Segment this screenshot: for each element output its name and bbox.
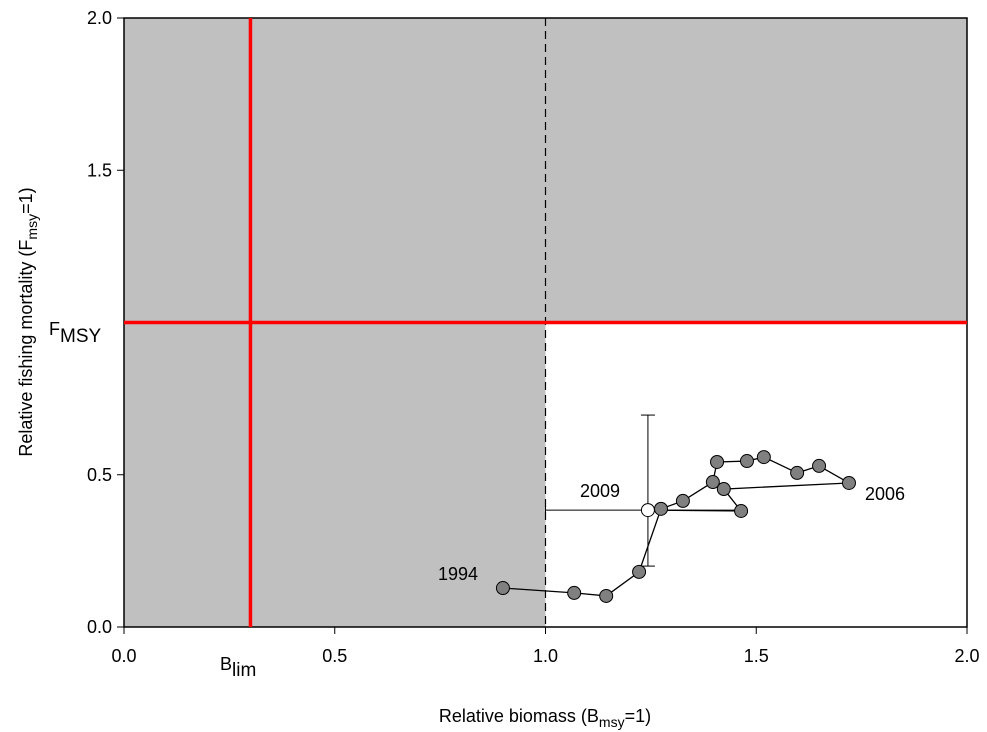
fmsy-label: FMSY bbox=[49, 319, 102, 347]
y-label-text: Relative fishing mortality (F bbox=[16, 240, 36, 457]
year-annotation: 2006 bbox=[865, 484, 905, 504]
point bbox=[567, 585, 582, 600]
point bbox=[756, 450, 771, 465]
x-tick-label: 1.0 bbox=[533, 646, 558, 666]
y-label-sub: msy bbox=[24, 214, 40, 240]
point bbox=[841, 475, 856, 490]
x-tick-label: 1.5 bbox=[744, 646, 769, 666]
blim-text: B bbox=[220, 654, 232, 674]
x-tick-label: 0.5 bbox=[322, 646, 347, 666]
fmsy-text: F bbox=[49, 319, 60, 339]
point bbox=[739, 454, 754, 469]
y-tick-label: 1.5 bbox=[87, 160, 112, 180]
point bbox=[640, 503, 655, 518]
x-label-text: Relative biomass (B bbox=[439, 706, 599, 726]
x-axis-label: Relative biomass (Bmsy=1) bbox=[439, 706, 651, 730]
point bbox=[495, 581, 510, 596]
plot-area bbox=[123, 17, 968, 628]
x-label-end: =1) bbox=[625, 706, 652, 726]
blim-sub: lim bbox=[232, 660, 256, 681]
point bbox=[653, 501, 668, 516]
year-annotation: 1994 bbox=[438, 564, 478, 584]
y-tick-label: 0.0 bbox=[87, 617, 112, 637]
x-tick-label: 0.0 bbox=[111, 646, 136, 666]
point bbox=[812, 458, 827, 473]
point bbox=[734, 503, 749, 518]
y-axis-label: Relative fishing mortality (Fmsy=1) bbox=[16, 187, 40, 456]
y-tick-label: 0.5 bbox=[87, 465, 112, 485]
point bbox=[675, 493, 690, 508]
point bbox=[790, 465, 805, 480]
point bbox=[710, 454, 725, 469]
y-tick-label: 2.0 bbox=[87, 8, 112, 28]
x-label-sub: msy bbox=[599, 714, 625, 730]
safe-zone bbox=[545, 322, 967, 627]
blim-label: Blim bbox=[220, 654, 256, 681]
point bbox=[716, 482, 731, 497]
point bbox=[705, 475, 720, 490]
x-tick-label: 2.0 bbox=[954, 646, 979, 666]
fmsy-sub: MSY bbox=[60, 326, 102, 347]
year-annotation: 2009 bbox=[580, 481, 620, 501]
point bbox=[632, 564, 647, 579]
point bbox=[599, 588, 614, 603]
y-label-end: =1) bbox=[16, 187, 36, 214]
trajectory bbox=[502, 456, 852, 597]
